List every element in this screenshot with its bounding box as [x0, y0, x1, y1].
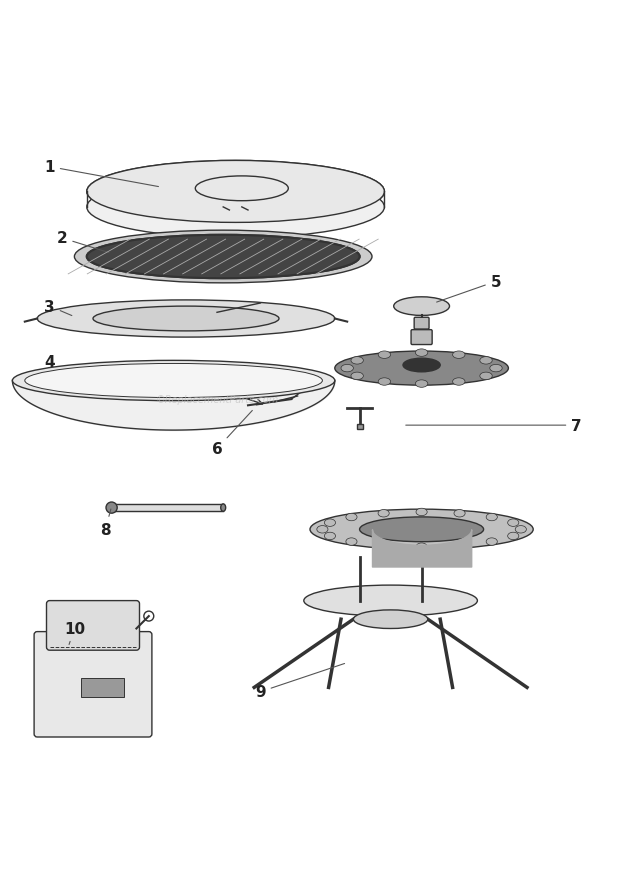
- Ellipse shape: [324, 532, 335, 540]
- Ellipse shape: [360, 517, 484, 542]
- Ellipse shape: [415, 380, 428, 388]
- Ellipse shape: [394, 298, 450, 316]
- Ellipse shape: [317, 526, 328, 533]
- Ellipse shape: [93, 307, 279, 331]
- Text: 10: 10: [64, 621, 85, 645]
- Text: 4: 4: [44, 355, 72, 377]
- Text: ©ReplacementParts.com: ©ReplacementParts.com: [156, 394, 278, 405]
- Ellipse shape: [221, 504, 226, 512]
- Text: 3: 3: [44, 299, 72, 316]
- Ellipse shape: [453, 378, 465, 385]
- Text: 2: 2: [56, 231, 109, 253]
- Text: 9: 9: [255, 664, 345, 699]
- Ellipse shape: [351, 373, 363, 380]
- Text: 5: 5: [436, 275, 502, 303]
- Ellipse shape: [74, 231, 372, 284]
- Bar: [356, 424, 363, 430]
- Ellipse shape: [378, 510, 389, 517]
- Ellipse shape: [341, 365, 353, 372]
- Ellipse shape: [480, 357, 492, 365]
- Ellipse shape: [486, 539, 497, 546]
- Ellipse shape: [87, 236, 360, 279]
- Ellipse shape: [324, 519, 335, 527]
- Ellipse shape: [508, 519, 519, 527]
- Ellipse shape: [12, 361, 335, 401]
- Ellipse shape: [378, 542, 389, 549]
- Ellipse shape: [480, 373, 492, 380]
- Ellipse shape: [346, 514, 357, 521]
- Ellipse shape: [353, 610, 428, 629]
- Ellipse shape: [37, 300, 335, 338]
- Ellipse shape: [486, 514, 497, 521]
- Ellipse shape: [515, 526, 526, 533]
- Ellipse shape: [351, 357, 363, 365]
- Ellipse shape: [304, 586, 477, 617]
- Ellipse shape: [490, 365, 502, 372]
- Ellipse shape: [310, 509, 533, 550]
- Ellipse shape: [508, 532, 519, 540]
- Ellipse shape: [378, 378, 391, 385]
- Text: 6: 6: [211, 411, 252, 456]
- Ellipse shape: [335, 352, 508, 385]
- Ellipse shape: [454, 542, 465, 549]
- Ellipse shape: [403, 359, 440, 372]
- Ellipse shape: [415, 349, 428, 357]
- Text: 8: 8: [100, 509, 111, 537]
- Text: 7: 7: [405, 418, 582, 433]
- Ellipse shape: [416, 509, 427, 516]
- Ellipse shape: [453, 352, 465, 359]
- Ellipse shape: [378, 352, 391, 359]
- Ellipse shape: [106, 502, 117, 514]
- Ellipse shape: [346, 539, 357, 546]
- Bar: [81, 679, 124, 697]
- FancyBboxPatch shape: [34, 632, 152, 737]
- Ellipse shape: [87, 236, 360, 279]
- Ellipse shape: [87, 161, 384, 223]
- Text: 1: 1: [45, 159, 159, 187]
- Ellipse shape: [454, 510, 465, 517]
- FancyBboxPatch shape: [411, 330, 432, 346]
- FancyBboxPatch shape: [414, 318, 429, 330]
- Ellipse shape: [25, 364, 322, 398]
- Ellipse shape: [87, 176, 384, 238]
- FancyBboxPatch shape: [46, 601, 140, 650]
- Ellipse shape: [416, 543, 427, 551]
